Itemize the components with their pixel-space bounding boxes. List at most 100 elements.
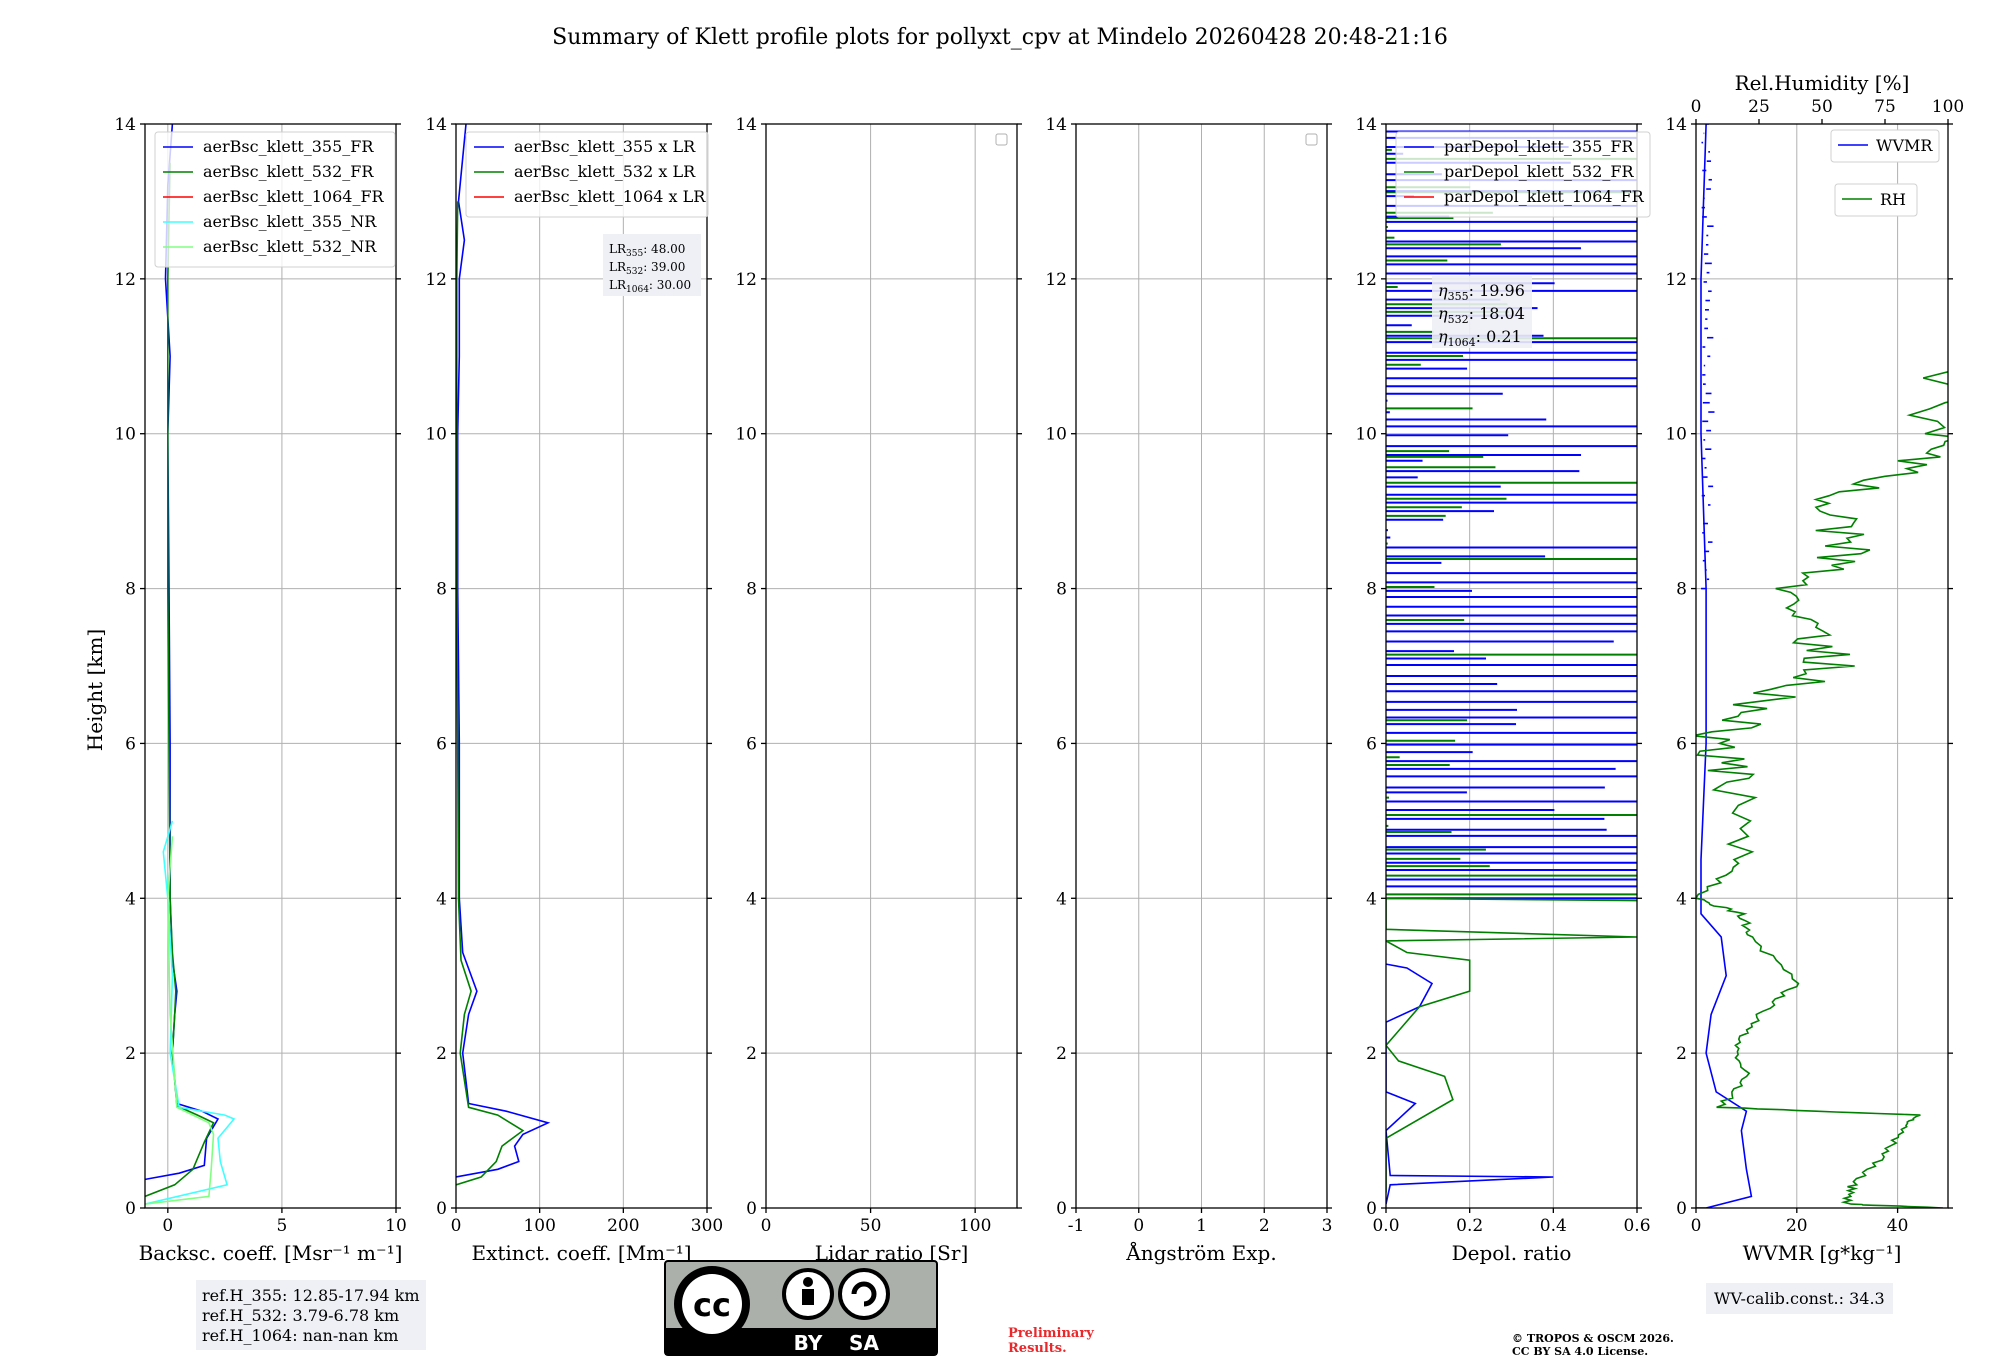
y-tick-label: 8	[436, 580, 447, 600]
series-parDepol_klett_355_FR	[1386, 963, 1554, 1205]
y-tick-label: 12	[1355, 270, 1377, 290]
y-tick-label: 2	[436, 1044, 447, 1064]
y-tick-label: 6	[746, 734, 757, 754]
y-tick-label: 6	[1366, 734, 1377, 754]
x-tick-label: 200	[607, 1216, 639, 1236]
y-tick-label: 4	[125, 889, 136, 909]
legend-entry: aerBsc_klett_355 x LR	[514, 137, 696, 156]
plot-area-ext	[456, 124, 551, 1186]
y-tick-label: 14	[1045, 115, 1067, 135]
axes-frame	[455, 123, 708, 1209]
x-tick-label: 0.2	[1456, 1216, 1483, 1236]
x-axis-label: Backsc. coeff. [Msr⁻¹ m⁻¹]	[139, 1241, 403, 1265]
legend-ext: aerBsc_klett_355 x LR aerBsc_klett_532 x …	[465, 131, 709, 218]
y-tick-label: 10	[114, 425, 136, 445]
empty-legend-box	[1305, 133, 1318, 146]
x-axis-label: Ångström Exp.	[1125, 1240, 1276, 1265]
cc-logo-text: cc	[693, 1286, 731, 1324]
y-tick-label: 10	[1665, 425, 1687, 445]
annotation-box	[603, 234, 701, 296]
legend-box	[1395, 131, 1651, 218]
y-tick-label: 4	[1676, 889, 1687, 909]
y-tick-label: 10	[1355, 425, 1377, 445]
prelim-line-2: Results.	[1008, 1341, 1067, 1356]
y-tick-label: 4	[1366, 889, 1377, 909]
axes-frame	[1385, 123, 1638, 1209]
y-tick-label: 10	[1045, 425, 1067, 445]
plot-area-wv	[1696, 124, 1948, 1208]
x-tick-label: 2	[1259, 1216, 1270, 1236]
prelim-line-1: Preliminary	[1008, 1326, 1094, 1341]
x-tick-label: 0	[1691, 1216, 1702, 1236]
x-tick-label: 1	[1196, 1216, 1207, 1236]
y-tick-label: 4	[1056, 889, 1067, 909]
eta-532: η532: 18.04	[1438, 304, 1525, 326]
y-tick-label: 4	[746, 889, 757, 909]
figure-title: Summary of Klett profile plots for polly…	[552, 25, 1448, 50]
top-x-tick-label: 100	[1932, 97, 1964, 117]
eta-1064: η1064: 0.21	[1438, 327, 1522, 349]
y-tick-label: 6	[436, 734, 447, 754]
legend-entry: aerBsc_klett_532 x LR	[514, 162, 696, 181]
lr-1064: LR1064: 30.00	[609, 278, 691, 295]
legend-entry-rh: RH	[1880, 190, 1906, 209]
y-tick-label: 0	[125, 1199, 136, 1219]
cc-license-badge: cc BY SA	[664, 1260, 938, 1356]
legend-bsc: aerBsc_klett_355_FR aerBsc_klett_532_FRae…	[154, 131, 396, 268]
legend-box-rh	[1834, 183, 1918, 217]
panel-wv: 0 20 40 0 2 4 6 8 10 12 14 WVMR [g*kg⁻¹] 0 25 50 75 100 R…	[1665, 71, 1964, 1265]
y-tick-label: 2	[746, 1044, 757, 1064]
series-aerBsc_klett_532_FR	[145, 162, 215, 1198]
legend-entry: aerBsc_klett_355_NR	[203, 212, 377, 231]
ref-height-1064: ref.H_1064: nan-nan km	[202, 1326, 399, 1345]
lr-532: LR532: 39.00	[609, 260, 685, 277]
y-tick-label: 10	[735, 425, 757, 445]
y-axis-label: Height [km]	[83, 629, 107, 751]
top-x-tick-label: 75	[1874, 97, 1896, 117]
wv-calibration-constant: WV-calib.const.: 34.3	[1714, 1289, 1885, 1308]
preliminary-results-note: Preliminary Results.	[1008, 1326, 1094, 1356]
series-aerBsc_klett_355_NR	[145, 820, 236, 1205]
reference-heights-box: ref.H_355: 12.85-17.94 km ref.H_532: 3.7…	[196, 1280, 426, 1350]
legend-entry: parDepol_klett_532_FR	[1444, 162, 1635, 181]
legend-box	[465, 131, 709, 218]
x-tick-label: 0	[761, 1216, 772, 1236]
legend-entry: parDepol_klett_1064_FR	[1444, 187, 1645, 206]
x-tick-label: 50	[860, 1216, 882, 1236]
y-tick-label: 12	[1045, 270, 1067, 290]
y-tick-label: 12	[425, 270, 447, 290]
legend-wv: WVMR RH	[1830, 129, 1940, 217]
y-tick-label: 0	[746, 1199, 757, 1219]
y-tick-label: 8	[1056, 580, 1067, 600]
ref-height-532: ref.H_532: 3.79-6.78 km	[202, 1306, 400, 1325]
y-tick-label: 0	[1676, 1199, 1687, 1219]
y-tick-label: 14	[1355, 115, 1377, 135]
legend-box-wvmr	[1830, 129, 1940, 163]
legend-entry: aerBsc_klett_1064_FR	[203, 187, 385, 206]
cc-badge-graphic: cc BY SA	[664, 1260, 938, 1356]
y-tick-label: 0	[1366, 1199, 1377, 1219]
series-parDepol_klett_532_FR	[1386, 897, 1637, 1193]
legend-entry: aerBsc_klett_1064 x LR	[514, 187, 706, 206]
y-tick-label: 12	[1665, 270, 1687, 290]
x-tick-label: 100	[523, 1216, 555, 1236]
panel-ext: 0 100 200 300 0 2 4 6 8 10 12 14 Extinct. coeff. [Mm…	[425, 115, 723, 1265]
y-tick-label: 12	[735, 270, 757, 290]
y-tick-label: 8	[1366, 580, 1377, 600]
license-sa: SA	[849, 1331, 879, 1355]
legend-entry: aerBsc_klett_355_FR	[203, 137, 374, 156]
top-x-tick-label: 50	[1811, 97, 1833, 117]
wv-calibration-box: WV-calib.const.: 34.3	[1706, 1283, 1893, 1314]
series-aerBsc_klett_355_FR	[145, 124, 220, 1181]
x-tick-label: 0	[451, 1216, 462, 1236]
x-tick-label: 5	[276, 1216, 287, 1236]
y-tick-label: 12	[114, 270, 136, 290]
y-tick-label: 14	[1665, 115, 1687, 135]
y-tick-label: 2	[1676, 1044, 1687, 1064]
ref-height-355: ref.H_355: 12.85-17.94 km	[202, 1286, 420, 1305]
x-tick-label: -1	[1068, 1216, 1085, 1236]
